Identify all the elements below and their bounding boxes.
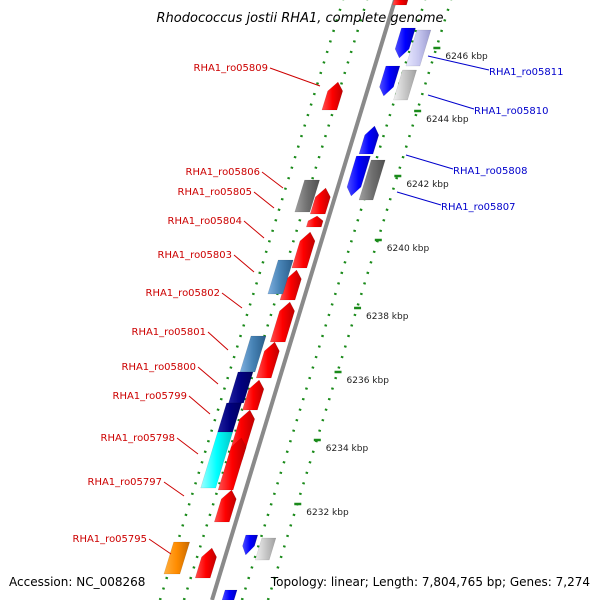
forward-gene-arrow[interactable] (242, 379, 265, 411)
gene-label[interactable]: RHA1_ro05809 (194, 63, 269, 74)
gene-block-gray[interactable] (294, 179, 320, 213)
gene-leader-line (176, 437, 199, 455)
accession-text: Accession: NC_008268 (9, 575, 145, 589)
gene-label[interactable]: RHA1_ro05797 (88, 477, 163, 488)
gene-block-silver[interactable] (254, 537, 277, 561)
gene-label[interactable]: RHA1_ro05803 (158, 250, 233, 261)
forward-gene-arrow[interactable] (194, 547, 217, 579)
gene-block-steelblue[interactable] (267, 259, 294, 295)
gene-block-silver[interactable] (393, 69, 417, 101)
gene-leader-line (148, 538, 172, 555)
reverse-gene-arrow[interactable] (394, 27, 416, 59)
gene-label[interactable]: RHA1_ro05810 (474, 106, 549, 117)
genome-backbone (210, 0, 397, 600)
forward-gene-arrow[interactable] (392, 0, 409, 6)
genome-title: Rhodococcus jostii RHA1, complete genome (157, 11, 444, 26)
forward-gene-arrow[interactable] (269, 301, 295, 343)
gene-label[interactable]: RHA1_ro05808 (453, 166, 528, 177)
gene-leader-line (207, 331, 229, 351)
forward-gene-arrow[interactable] (255, 341, 280, 379)
gene-leader-line (396, 191, 442, 206)
reverse-gene-arrow[interactable] (379, 65, 401, 97)
gene-block-orange[interactable] (163, 541, 191, 575)
forward-gene-arrow[interactable] (309, 187, 331, 215)
reverse-gene-arrow[interactable] (358, 125, 380, 155)
scale-tick-label: 6236 kbp (347, 376, 390, 386)
reverse-gene-arrow[interactable] (346, 155, 371, 197)
gene-label[interactable]: RHA1_ro05799 (113, 391, 188, 402)
gene-label[interactable]: RHA1_ro05800 (122, 362, 197, 373)
scale-tick-label: 6238 kbp (366, 312, 409, 322)
gene-label[interactable]: RHA1_ro05806 (186, 167, 261, 178)
gene-leader-line (261, 171, 284, 189)
forward-gene-arrow[interactable] (291, 231, 316, 269)
gene-leader-line (188, 395, 211, 415)
gene-leader-line (243, 220, 265, 239)
gene-leader-line (427, 55, 490, 71)
track-dotted-line (266, 0, 453, 600)
forward-gene-arrow[interactable] (321, 81, 343, 111)
gene-block-lavender[interactable] (405, 29, 432, 67)
gene-label[interactable]: RHA1_ro05795 (73, 534, 148, 545)
gene-block-steelblue[interactable] (239, 335, 267, 373)
gene-leader-line (163, 481, 185, 497)
gene-leader-line (269, 67, 321, 87)
gene-label[interactable]: RHA1_ro05807 (441, 202, 516, 213)
gene-leader-line (427, 94, 475, 110)
gene-label[interactable]: RHA1_ro05804 (168, 216, 243, 227)
gene-block-navy[interactable] (228, 371, 254, 404)
forward-gene-arrow[interactable] (217, 437, 247, 491)
gene-leader-line (233, 254, 255, 273)
scale-tick-label: 6244 kbp (426, 115, 469, 125)
scale-tick-label: 6246 kbp (445, 52, 488, 62)
reverse-gene-arrow[interactable] (242, 534, 259, 556)
gene-label[interactable]: RHA1_ro05801 (132, 327, 207, 338)
scale-tick-label: 6240 kbp (387, 244, 430, 254)
gene-label[interactable]: RHA1_ro05798 (101, 433, 176, 444)
gene-block-gray[interactable] (358, 159, 386, 201)
forward-gene-arrow[interactable] (305, 215, 324, 228)
scale-tick-label: 6232 kbp (306, 508, 349, 518)
gene-leader-line (253, 191, 275, 209)
gene-label[interactable]: RHA1_ro05811 (489, 67, 564, 78)
gene-label[interactable]: RHA1_ro05802 (146, 288, 221, 299)
gene-block-cyan[interactable] (200, 431, 234, 489)
forward-gene-arrow[interactable] (213, 489, 237, 523)
scale-tick-label: 6242 kbp (406, 180, 449, 190)
gene-leader-line (405, 154, 454, 170)
scale-tick-label: 6234 kbp (326, 444, 369, 454)
gene-leader-line (221, 292, 243, 309)
gene-leader-line (197, 366, 219, 385)
topology-text: Topology: linear; Length: 7,804,765 bp; … (270, 575, 590, 589)
reverse-gene-arrow[interactable] (221, 589, 238, 600)
gene-label[interactable]: RHA1_ro05805 (178, 187, 253, 198)
